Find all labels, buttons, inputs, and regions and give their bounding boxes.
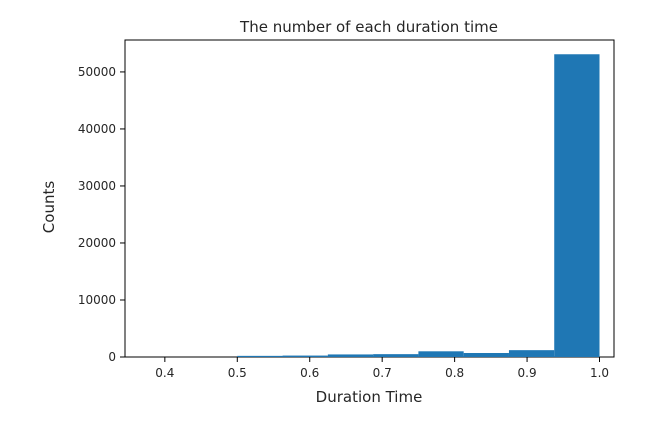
y-tick-label: 40000 [78,122,116,136]
histogram-bar [508,350,555,357]
x-tick-label: 0.9 [518,366,537,380]
x-tick-label: 0.6 [300,366,319,380]
histogram-bar [282,355,328,357]
histogram-bar [327,354,374,357]
histogram-bar [418,351,464,357]
histogram-bar [463,353,509,357]
y-tick-label: 50000 [78,65,116,79]
plot-area [124,39,615,358]
histogram-bar [237,355,283,357]
y-tick-label: 20000 [78,236,116,250]
histogram-bar [554,54,600,357]
y-axis: 0 10000 20000 30000 40000 50000 [78,65,125,364]
x-tick-label: 0.4 [155,366,174,380]
y-axis-label: Counts [40,181,58,234]
histogram-bar [373,354,419,357]
x-tick-label: 1.0 [590,366,609,380]
bars-group [237,54,600,357]
x-tick-label: 0.5 [228,366,247,380]
x-tick-label: 0.7 [373,366,392,380]
x-axis: 0.4 0.5 0.6 0.7 0.8 0.9 1.0 [155,357,609,380]
chart-title: The number of each duration time [239,18,498,36]
y-tick-label: 0 [108,350,116,364]
y-tick-label: 30000 [78,179,116,193]
plot-frame [124,39,615,358]
y-tick-label: 10000 [78,293,116,307]
x-tick-label: 0.8 [445,366,464,380]
x-axis-label: Duration Time [316,388,423,406]
